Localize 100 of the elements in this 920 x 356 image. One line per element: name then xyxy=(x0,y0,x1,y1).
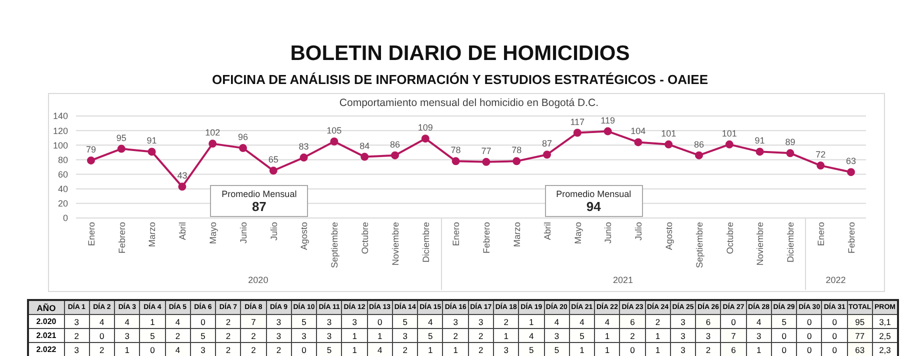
data-label: 4 xyxy=(594,314,620,328)
x-tick-label: Octubre xyxy=(724,222,735,254)
data-label: 4 xyxy=(114,314,140,328)
data-label: 2 xyxy=(216,314,241,328)
data-label: 101 xyxy=(722,128,737,138)
data-label: 7 xyxy=(720,328,746,342)
data-label: 104 xyxy=(630,126,646,136)
data-label: 5 xyxy=(544,342,570,356)
annotation: 94 xyxy=(585,198,602,214)
text: 2020 xyxy=(247,275,270,285)
data-label: 2 xyxy=(620,328,646,342)
data-label: 63 xyxy=(846,156,856,166)
data-label: 1 xyxy=(746,342,772,356)
data-label: 105 xyxy=(326,126,342,136)
data-label: 5 xyxy=(569,328,595,342)
data-label: 0 xyxy=(771,328,797,342)
data-label: 5 xyxy=(518,342,544,356)
data-label: 5 xyxy=(316,342,342,356)
data-label: 0 xyxy=(796,342,822,356)
data-label: 3 xyxy=(266,314,292,328)
point xyxy=(239,144,247,152)
data-label: 0 xyxy=(89,328,115,342)
data-label: 3 xyxy=(291,328,317,342)
data-label: 4 xyxy=(165,314,190,328)
point xyxy=(269,166,278,175)
x-tick-label: Junio xyxy=(238,222,248,244)
x-tick-label: Febrero xyxy=(116,222,127,254)
data-label: 1 xyxy=(342,342,368,356)
data-label: 2,3 xyxy=(872,342,898,356)
data-label: 2 xyxy=(64,328,90,342)
x-tick-label: Marzo xyxy=(147,222,158,248)
data-label: 1 xyxy=(442,342,468,356)
y-tick-label: 2.021 xyxy=(28,328,64,342)
x-tick-label: Noviembre xyxy=(755,222,766,266)
point xyxy=(482,158,490,166)
point xyxy=(634,138,642,146)
point xyxy=(756,148,764,156)
data-label: 2 xyxy=(468,342,494,356)
point xyxy=(330,138,338,146)
data-label: 77 xyxy=(847,328,872,342)
data-label: 3 xyxy=(114,328,140,342)
data-label: 4 xyxy=(89,314,115,328)
point xyxy=(786,149,794,158)
data-label: 3 xyxy=(670,342,696,356)
point xyxy=(604,127,612,136)
data-label: 7 xyxy=(240,314,266,328)
point xyxy=(391,151,399,160)
data-label: 4 xyxy=(367,342,392,356)
data-label: 5 xyxy=(140,328,166,342)
data-label: 79 xyxy=(86,144,96,154)
data-label: 2 xyxy=(494,314,519,328)
data-label: 0 xyxy=(822,342,848,356)
data-label: 3 xyxy=(442,314,468,328)
data-label: 95 xyxy=(847,314,872,328)
text: Comportamiento mensual del homicidio en Bogotá D.C. xyxy=(338,97,600,109)
data-label: 3 xyxy=(670,314,696,328)
y-tick-label: 140 xyxy=(52,111,68,122)
data-label: 119 xyxy=(600,115,615,126)
data-label: 83 xyxy=(298,142,309,152)
data-label: 91 xyxy=(754,136,765,146)
data-label: 89 xyxy=(785,137,796,148)
data-label: 4 xyxy=(746,314,772,328)
data-label: 78 xyxy=(512,145,522,156)
y-tick-label: 80 xyxy=(58,154,68,165)
data-label: 4 xyxy=(544,314,570,328)
x-tick-label: Junio xyxy=(603,222,614,244)
data-label: 0 xyxy=(771,342,797,356)
point xyxy=(300,154,308,162)
data-label: 2 xyxy=(89,342,115,356)
point xyxy=(664,140,673,148)
data-label: 91 xyxy=(146,136,157,146)
point xyxy=(452,157,460,166)
point xyxy=(208,140,217,148)
data-label: 0 xyxy=(291,342,317,356)
data-label: 109 xyxy=(418,122,433,133)
data-label: 4 xyxy=(165,342,190,356)
data-label: 1 xyxy=(140,314,166,328)
x-tick-label: Febrero xyxy=(846,222,856,254)
y-tick-label: 60 xyxy=(58,169,68,180)
data-label: 1 xyxy=(418,342,443,356)
point xyxy=(148,148,156,156)
data-label: 5 xyxy=(190,328,216,342)
data-label: 3 xyxy=(64,314,90,328)
data-label: 2 xyxy=(216,342,241,356)
data-label: 95 xyxy=(116,132,126,143)
data-label: 2 xyxy=(266,342,292,356)
x-tick-label: Septiembre xyxy=(694,222,704,268)
data-label: 6 xyxy=(696,314,721,328)
annotation: Promedio Mensual xyxy=(555,188,632,199)
data-label: 2,5 xyxy=(872,328,898,342)
y-tick-label: 20 xyxy=(58,198,68,209)
x-tick-label: Abril xyxy=(178,222,188,240)
data-label: 0 xyxy=(190,314,216,328)
data-label: 0 xyxy=(796,314,822,328)
data-label: 0 xyxy=(822,328,848,342)
data-label: 3 xyxy=(316,328,342,342)
y-tick-label: 0 xyxy=(62,213,68,224)
data-label: 102 xyxy=(205,128,220,138)
data-label: 86 xyxy=(390,139,400,150)
data-label: 6 xyxy=(720,342,746,356)
